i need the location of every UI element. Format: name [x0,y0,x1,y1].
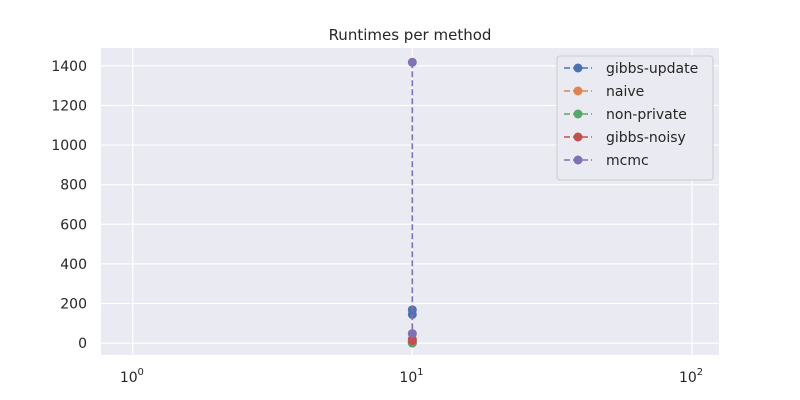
legend-marker [573,109,583,119]
legend-label: naive [606,84,644,100]
chart-title: Runtimes per method [329,26,492,44]
x-tick-exponent: 1 [417,367,423,378]
legend-marker [573,86,583,96]
y-axis-ticks: 0 200 400 600 800 1000 1200 1400 [51,59,87,352]
legend: gibbs-update naive non-private gibbs-noisy m… [556,55,714,181]
data-point [407,336,417,346]
y-tick-label: 800 [60,178,87,194]
legend-marker [573,155,583,165]
y-tick-label: 400 [60,257,87,273]
legend-label: mcmc [606,153,649,169]
data-point [407,329,417,339]
x-tick-label: 10 [679,370,697,386]
y-tick-label: 1400 [51,59,87,75]
x-tick-exponent: 2 [697,367,703,378]
legend-item: gibbs-update [564,61,698,77]
y-tick-label: 600 [60,217,87,233]
y-tick-label: 0 [78,336,87,352]
x-tick-label: 10 [399,370,417,386]
x-tick-label: 10 [120,370,138,386]
legend-item: mcmc [564,153,649,169]
y-tick-label: 1200 [51,98,87,114]
legend-label: non-private [606,107,687,123]
legend-marker [573,63,583,73]
series-layer [407,57,417,348]
legend-box [556,55,714,181]
y-tick-label: 200 [60,297,87,313]
legend-label: gibbs-update [606,61,698,77]
data-point [407,57,417,67]
x-tick-exponent: 0 [138,367,144,378]
series-mcmc [407,57,417,339]
legend-label: gibbs-noisy [606,130,686,146]
legend-item: naive [564,84,644,100]
legend-item: non-private [564,107,687,123]
legend-item: gibbs-noisy [564,130,686,146]
legend-marker [573,132,583,142]
y-tick-label: 1000 [51,138,87,154]
x-axis-ticks: 10 0 10 1 10 2 [120,367,703,386]
